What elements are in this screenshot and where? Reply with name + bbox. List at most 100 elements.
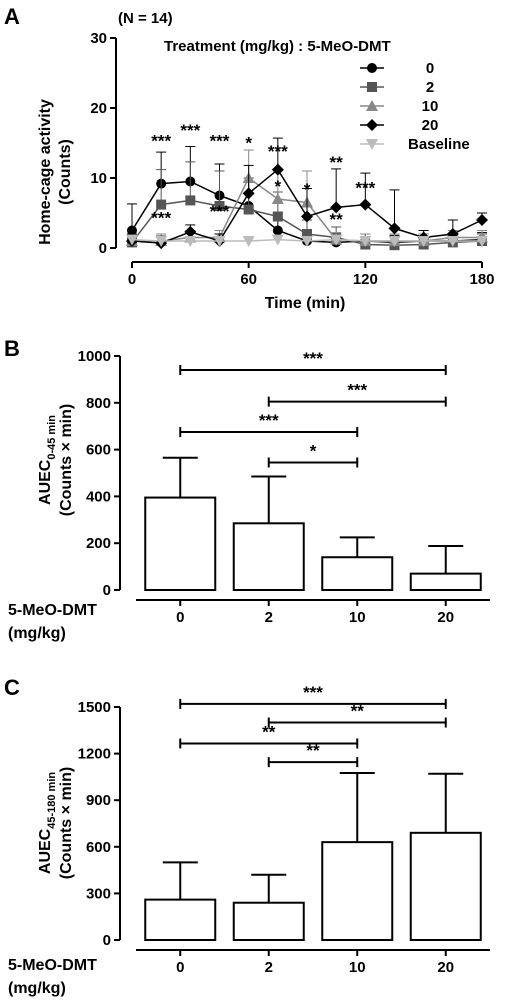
legend-label-0: 0 [426, 60, 434, 77]
category-label: 2 [265, 959, 273, 976]
panel-c-ylabel-main: AUEC [37, 828, 54, 874]
bar-10 [321, 841, 394, 942]
legend-label-Baseline: Baseline [408, 136, 470, 153]
significance-marker: *** [151, 132, 171, 151]
bar-2 [232, 901, 305, 941]
significance-marker: * [310, 441, 317, 460]
sample-size-label: (N = 14) [118, 10, 173, 27]
panel-b-ylabel-sub: 0-45 min [46, 415, 58, 460]
legend-marker-10 [366, 100, 378, 111]
significance-marker: * [245, 134, 252, 153]
data-point-0 [127, 225, 137, 236]
data-point-Baseline [330, 234, 343, 246]
data-point-2 [243, 204, 254, 215]
y-tick-label: 600 [86, 839, 111, 856]
bar-20 [409, 572, 482, 591]
category-label: 2 [265, 609, 273, 626]
data-point-Baseline [301, 236, 313, 247]
data-point-20 [476, 214, 488, 226]
data-point-Baseline [184, 236, 197, 247]
data-point-Baseline [417, 236, 430, 247]
y-tick-label: 1500 [78, 699, 111, 716]
data-point-Baseline [359, 236, 372, 247]
legend-label-20: 20 [422, 117, 439, 134]
significance-marker: ** [351, 702, 365, 721]
legend-label-2: 2 [426, 79, 434, 96]
significance-marker: *** [210, 202, 230, 221]
data-point-2 [185, 195, 196, 206]
legend-label-10: 10 [422, 98, 439, 115]
x-tick-label: 120 [353, 271, 378, 288]
x-tick-label: 0 [128, 271, 136, 288]
y-tick-label: 300 [86, 885, 111, 902]
panel-b-ylabel: AUEC0-45 min [37, 415, 58, 505]
panel-c-letter: C [4, 675, 20, 700]
panel-b-ylabel-unit: (Counts × min) [58, 404, 75, 516]
significance-marker: *** [355, 178, 375, 197]
bar-10 [321, 556, 394, 591]
significance-marker: *** [210, 132, 230, 151]
category-label: 10 [349, 959, 366, 976]
bar-0 [144, 496, 217, 592]
data-point-Baseline [271, 234, 284, 246]
category-label: 10 [349, 609, 366, 626]
category-label: 0 [176, 959, 184, 976]
y-tick-label: 0 [99, 240, 107, 257]
significance-marker: ** [306, 741, 320, 760]
panel-a-xlabel: Time (min) [265, 295, 346, 312]
significance-marker: ** [330, 210, 344, 229]
significance-marker: ** [330, 153, 344, 172]
category-label: 0 [176, 609, 184, 626]
y-tick-label: 10 [90, 170, 107, 187]
bar-20 [409, 831, 482, 942]
data-point-2 [214, 201, 225, 211]
y-tick-label: 800 [86, 395, 111, 412]
panel-a-ylabel: Home-cage activity [37, 99, 54, 245]
data-point-Baseline [213, 236, 226, 247]
data-point-Baseline [242, 236, 255, 247]
y-tick-label: 600 [86, 442, 111, 459]
panel-b-category-label: 5-MeO-DMT [8, 602, 97, 619]
panel-b-letter: B [4, 336, 20, 361]
significance-marker: *** [180, 121, 200, 140]
y-tick-label: 30 [90, 30, 107, 47]
data-point-Baseline [126, 234, 138, 246]
legend-marker-Baseline [366, 139, 378, 150]
data-point-20 [184, 225, 197, 238]
data-point-20 [330, 201, 343, 214]
bar-0 [144, 898, 217, 942]
y-tick-label: 0 [103, 932, 111, 949]
panel-c-ylabel-sub: 45-180 min [46, 772, 58, 829]
data-point-0 [272, 225, 283, 236]
y-tick-label: 20 [90, 100, 107, 117]
category-label: 20 [437, 959, 454, 976]
bar-2 [232, 522, 305, 591]
data-point-20 [359, 198, 372, 211]
data-point-Baseline [476, 236, 488, 247]
significance-marker: *** [268, 142, 288, 161]
y-tick-label: 200 [86, 535, 111, 552]
panel-c-category-unit: (mg/kg) [8, 980, 66, 997]
panel-b-ylabel-main: AUEC [37, 459, 54, 505]
data-point-2 [272, 211, 283, 222]
significance-marker: ** [262, 723, 276, 742]
y-tick-label: 900 [86, 792, 111, 809]
data-point-20 [271, 163, 284, 176]
panel-c-ylabel-unit: (Counts × min) [58, 767, 75, 879]
legend-marker-2 [367, 82, 377, 92]
data-point-2 [302, 229, 312, 239]
y-tick-label: 1200 [78, 746, 111, 763]
significance-marker: *** [151, 209, 171, 228]
x-tick-label: 180 [469, 271, 494, 288]
x-tick-label: 60 [240, 271, 257, 288]
data-point-20 [388, 222, 401, 235]
data-point-Baseline [388, 236, 401, 247]
panel-c-ylabel: AUEC45-180 min [37, 772, 58, 874]
data-point-10 [271, 193, 284, 204]
y-tick-label: 1000 [78, 348, 111, 365]
panel-a-letter: A [4, 4, 20, 29]
